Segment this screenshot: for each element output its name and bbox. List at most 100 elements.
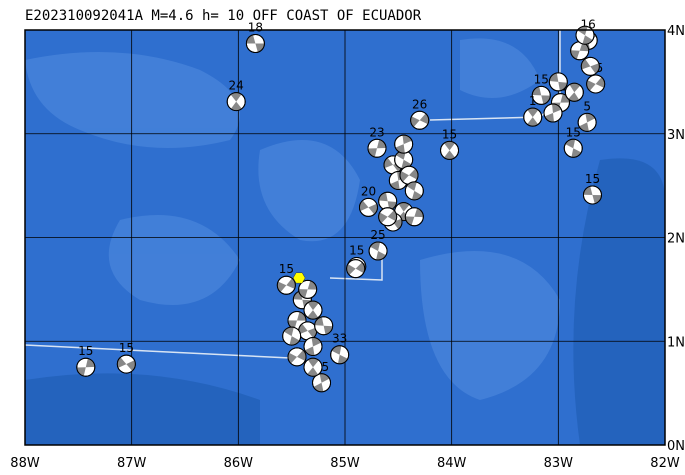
- beachball-quadrant: [570, 50, 580, 60]
- focal-mechanism: [282, 326, 302, 346]
- beachball-outline: [548, 72, 568, 92]
- beachball-quadrant: [230, 101, 242, 111]
- beachball-quadrant: [387, 210, 397, 222]
- beachball-quadrant: [298, 289, 308, 298]
- beachball-quadrant: [359, 200, 369, 212]
- focal-mechanism: [358, 197, 378, 217]
- depth-label: 15: [279, 262, 294, 276]
- beachball-quadrant: [411, 190, 423, 200]
- beachball-quadrant: [355, 262, 365, 274]
- deep-water: [25, 158, 665, 446]
- beachball-quadrant: [117, 357, 127, 368]
- depth-label: 18: [248, 20, 263, 34]
- beachball-quadrant: [583, 186, 593, 195]
- y-tick-label: 2N: [667, 232, 685, 247]
- focal-mechanism: [116, 354, 136, 374]
- beachball-quadrant: [307, 327, 317, 338]
- beachball-quadrant: [409, 168, 418, 180]
- beachball-quadrant: [277, 281, 287, 293]
- beachball-outline: [523, 107, 543, 127]
- beachball-quadrant: [378, 212, 388, 224]
- beachball-quadrant: [85, 358, 95, 368]
- beachball-quadrant: [400, 171, 409, 182]
- y-tick-label: 3N: [667, 128, 685, 143]
- beachball-quadrant: [558, 81, 568, 91]
- beachball-quadrant: [541, 95, 551, 105]
- map-title: E202310092041A M=4.6 h= 10 OFF COAST OF …: [25, 8, 422, 24]
- beachball-quadrant: [568, 92, 580, 102]
- focal-mechanism: [314, 316, 334, 336]
- beachball-outline: [226, 92, 246, 112]
- focal-mechanism: [245, 33, 265, 53]
- depth-label: 15: [566, 125, 581, 139]
- focal-mechanism: [303, 357, 323, 377]
- depth-label: 25: [370, 228, 385, 242]
- focal-mechanism: [368, 241, 388, 261]
- beachball-quadrant: [595, 77, 605, 88]
- beachball-quadrant: [560, 93, 570, 103]
- x-tick-label: 84W: [437, 456, 467, 471]
- focal-mechanism: [523, 107, 543, 127]
- beachball-quadrant: [368, 148, 377, 158]
- x-tick-label: 88W: [10, 456, 40, 471]
- beachball-quadrant: [590, 63, 600, 74]
- y-tick-label: 4N: [667, 24, 685, 39]
- focal-mechanism: [367, 138, 387, 158]
- beachball-quadrant: [286, 278, 296, 289]
- beachball-quadrant: [255, 43, 265, 53]
- depth-label: 23: [369, 125, 384, 139]
- beachball-outline: [298, 279, 318, 299]
- beachball-quadrant: [307, 358, 319, 368]
- beachball-quadrant: [126, 360, 136, 371]
- beachball-outline: [287, 347, 307, 367]
- beachball-quadrant: [419, 113, 429, 125]
- depth-label: 20: [361, 184, 376, 198]
- focal-mechanism: [346, 259, 366, 279]
- beachball-quadrant: [551, 104, 562, 113]
- focal-mechanism: [76, 357, 96, 377]
- map-frame: [24, 29, 666, 446]
- beachball-quadrant: [346, 264, 356, 275]
- beachball-quadrant: [586, 80, 596, 91]
- beachball-outline: [531, 85, 551, 105]
- beachball-outline: [575, 25, 595, 45]
- focal-mechanism: [563, 138, 583, 158]
- focal-mechanism: [586, 74, 606, 94]
- epicenter: [292, 272, 306, 284]
- focal-mechanism: [312, 373, 332, 393]
- depth-label: 15: [119, 341, 134, 355]
- beachball-outline: [303, 336, 323, 356]
- beachball-outline: [586, 74, 606, 94]
- beachball-quadrant: [323, 325, 333, 335]
- beachball-outline: [368, 241, 388, 261]
- focal-mechanism: [303, 300, 323, 320]
- beachball-outline: [580, 56, 600, 76]
- beachball-quadrant: [297, 350, 306, 361]
- beachball-outline: [582, 185, 602, 205]
- depth-label: 26: [412, 97, 427, 111]
- beachball-quadrant: [414, 208, 424, 218]
- x-tick-label: 87W: [117, 456, 147, 471]
- beachball-outline: [303, 357, 323, 377]
- beachball-quadrant: [288, 352, 297, 364]
- beachball-outline: [404, 181, 424, 201]
- beachball-quadrant: [398, 202, 410, 212]
- x-tick-label: 83W: [544, 456, 574, 471]
- beachball-quadrant: [532, 86, 542, 96]
- beachball-quadrant: [444, 150, 456, 160]
- beachball-quadrant: [288, 320, 297, 330]
- depth-label: 33: [332, 332, 347, 346]
- focal-mechanism: [440, 140, 460, 160]
- focal-mechanism: [330, 345, 350, 365]
- beachball-quadrant: [527, 108, 539, 118]
- beachball-outline: [346, 259, 366, 279]
- beachball-quadrant: [581, 58, 591, 70]
- beachball-outline: [577, 112, 597, 132]
- beachball-quadrant: [384, 157, 393, 169]
- focal-mechanism: [276, 275, 296, 295]
- x-tick-label: 85W: [330, 456, 360, 471]
- beachball-quadrant: [297, 311, 306, 321]
- focal-mechanism: [298, 321, 318, 341]
- beachball-quadrant: [549, 73, 559, 82]
